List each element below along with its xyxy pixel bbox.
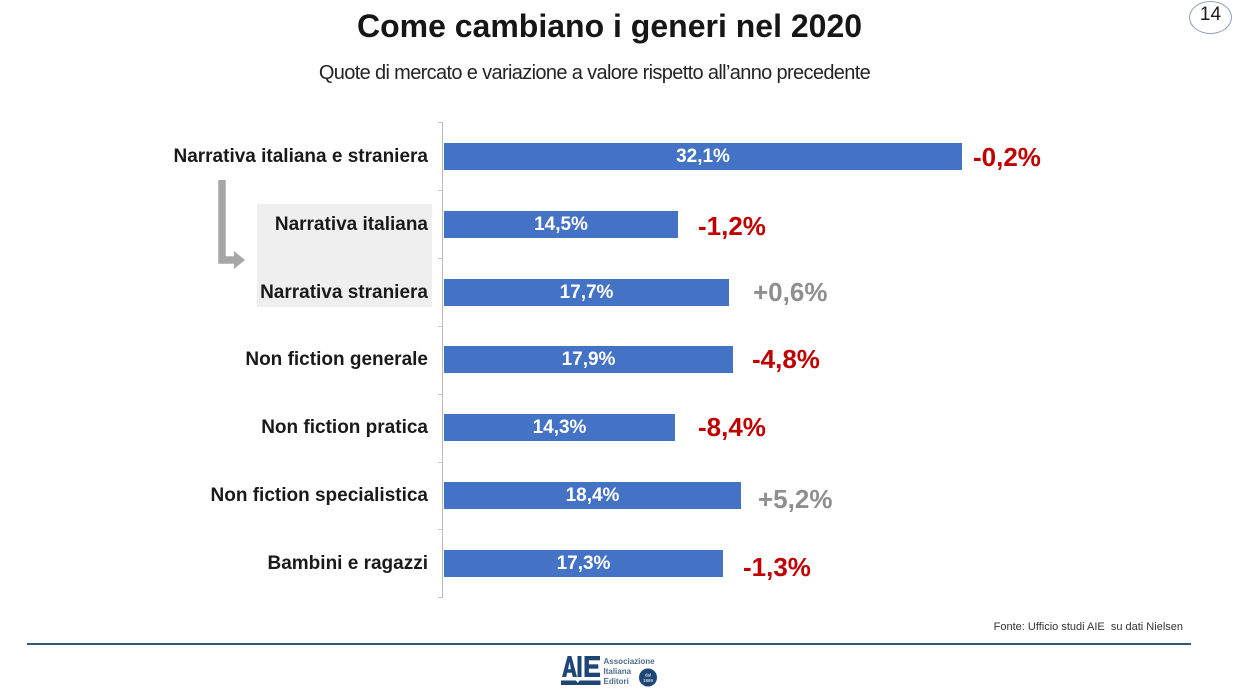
svg-text:Associazione: Associazione bbox=[604, 657, 656, 666]
svg-text:Editori: Editori bbox=[604, 677, 629, 686]
svg-text:Italiana: Italiana bbox=[604, 667, 632, 676]
svg-text:1869: 1869 bbox=[643, 678, 654, 683]
svg-text:dal: dal bbox=[645, 673, 651, 678]
